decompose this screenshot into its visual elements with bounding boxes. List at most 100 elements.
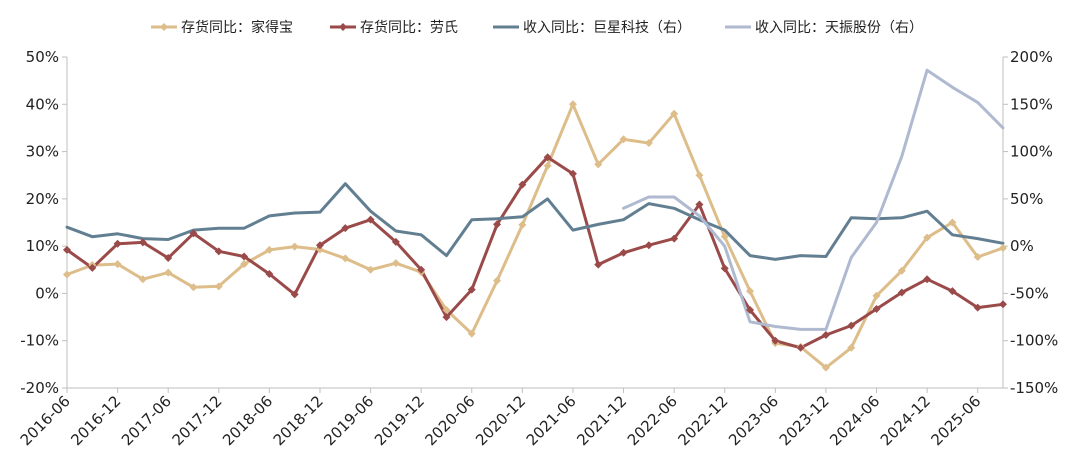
data-point-2 <box>670 234 679 243</box>
legend-label: 存货同比：劳氏 <box>360 19 458 36</box>
data-point-2 <box>290 290 299 299</box>
right-tick-label: -50% <box>1010 284 1049 302</box>
x-tick-label: 2020-06 <box>422 392 479 449</box>
x-tick-label: 2017-06 <box>118 392 175 449</box>
x-tick-label: 2016-06 <box>17 392 74 449</box>
data-point-2 <box>214 247 223 256</box>
legend: 存货同比：家得宝 存货同比：劳氏 收入同比：巨星科技（右） 收入同比：天振股份（右） <box>151 19 923 36</box>
legend-label: 收入同比：天振股份（右） <box>755 20 923 36</box>
x-tick-label: 2023-06 <box>725 392 782 449</box>
left-tick-label: -10% <box>20 332 59 350</box>
data-point-1 <box>568 100 577 109</box>
x-tick-label: 2024-12 <box>877 392 934 449</box>
x-tick-label: 2022-06 <box>624 392 681 449</box>
data-point-2 <box>315 241 324 250</box>
data-point-1 <box>518 220 527 229</box>
data-point-1 <box>341 254 350 263</box>
left-tick-label: 30% <box>26 143 59 161</box>
legend-marker <box>339 23 347 31</box>
data-point-2 <box>366 215 375 224</box>
data-point-2 <box>265 270 274 279</box>
data-point-1 <box>366 265 375 274</box>
data-point-2 <box>897 288 906 297</box>
data-point-1 <box>214 282 223 291</box>
data-point-2 <box>771 336 780 345</box>
data-point-2 <box>63 245 71 254</box>
data-point-2 <box>138 238 147 247</box>
data-point-2 <box>948 287 957 296</box>
series-line-1 <box>65 102 1005 370</box>
data-point-1 <box>999 244 1007 253</box>
data-point-1 <box>240 260 249 269</box>
data-point-1 <box>138 275 147 284</box>
data-point-2 <box>493 220 502 229</box>
data-point-2 <box>999 300 1007 309</box>
right-tick-label: 0% <box>1010 237 1034 255</box>
left-tick-label: 20% <box>26 190 59 208</box>
left-tick-label: 10% <box>26 237 59 255</box>
data-point-1 <box>695 171 704 180</box>
right-tick-label: 100% <box>1010 143 1053 161</box>
data-point-2 <box>240 252 249 261</box>
data-point-1 <box>315 245 324 254</box>
data-point-2 <box>391 237 400 246</box>
x-tick-label: 2022-12 <box>675 392 732 449</box>
legend-item-2: 存货同比：劳氏 <box>330 19 458 36</box>
legend-label: 存货同比：家得宝 <box>181 19 293 36</box>
data-point-1 <box>493 276 502 285</box>
data-point-1 <box>189 283 198 292</box>
data-point-2 <box>796 343 805 352</box>
right-tick-label: -100% <box>1010 332 1058 350</box>
data-point-2 <box>619 248 628 257</box>
data-point-1 <box>164 268 173 277</box>
x-tick-label: 2019-12 <box>371 392 428 449</box>
data-point-2 <box>88 263 97 272</box>
data-point-2 <box>872 305 881 314</box>
data-point-1 <box>923 233 932 242</box>
data-point-2 <box>923 275 932 284</box>
data-point-2 <box>113 239 122 248</box>
left-tick-label: 50% <box>26 48 59 66</box>
series-line-2 <box>65 155 1005 350</box>
data-point-1 <box>63 270 71 279</box>
data-point-1 <box>746 287 755 296</box>
data-point-2 <box>164 253 173 262</box>
data-point-1 <box>644 139 653 148</box>
data-point-2 <box>695 200 704 209</box>
x-tick-label: 2025-06 <box>927 392 984 449</box>
left-tick-label: 0% <box>35 284 59 302</box>
x-tick-label: 2021-06 <box>523 392 580 449</box>
x-tick-label: 2023-12 <box>776 392 833 449</box>
series-lines <box>65 68 1005 370</box>
series-line-3 <box>65 182 1005 261</box>
data-point-2 <box>442 313 451 322</box>
legend-marker <box>160 23 168 31</box>
data-point-1 <box>670 109 679 118</box>
data-point-2 <box>720 264 729 273</box>
data-point-2 <box>594 260 603 269</box>
left-tick-label: -20% <box>20 379 59 397</box>
x-tick-label: 2017-12 <box>169 392 226 449</box>
data-point-1 <box>467 329 476 338</box>
data-point-2 <box>746 305 755 314</box>
x-tick-label: 2019-06 <box>320 392 377 449</box>
data-point-1 <box>113 260 122 269</box>
data-point-1 <box>872 291 881 300</box>
data-point-2 <box>644 241 653 250</box>
data-point-2 <box>341 224 350 233</box>
right-tick-label: 150% <box>1010 95 1053 113</box>
x-tick-label: 2024-06 <box>826 392 883 449</box>
data-point-2 <box>467 285 476 294</box>
data-point-1 <box>619 135 628 144</box>
left-tick-label: 40% <box>26 95 59 113</box>
data-point-2 <box>847 321 856 330</box>
data-point-2 <box>821 331 830 340</box>
axes: -20% -10% 0% 10% 20% 30% 40% 50% -150% -100% -50% 0… <box>17 48 1059 449</box>
x-tick-label: 2020-12 <box>472 392 529 449</box>
data-point-1 <box>442 305 451 314</box>
data-point-1 <box>720 232 729 241</box>
x-tick-label: 2018-12 <box>270 392 327 449</box>
legend-item-1: 存货同比：家得宝 <box>151 19 293 36</box>
data-point-1 <box>391 259 400 268</box>
